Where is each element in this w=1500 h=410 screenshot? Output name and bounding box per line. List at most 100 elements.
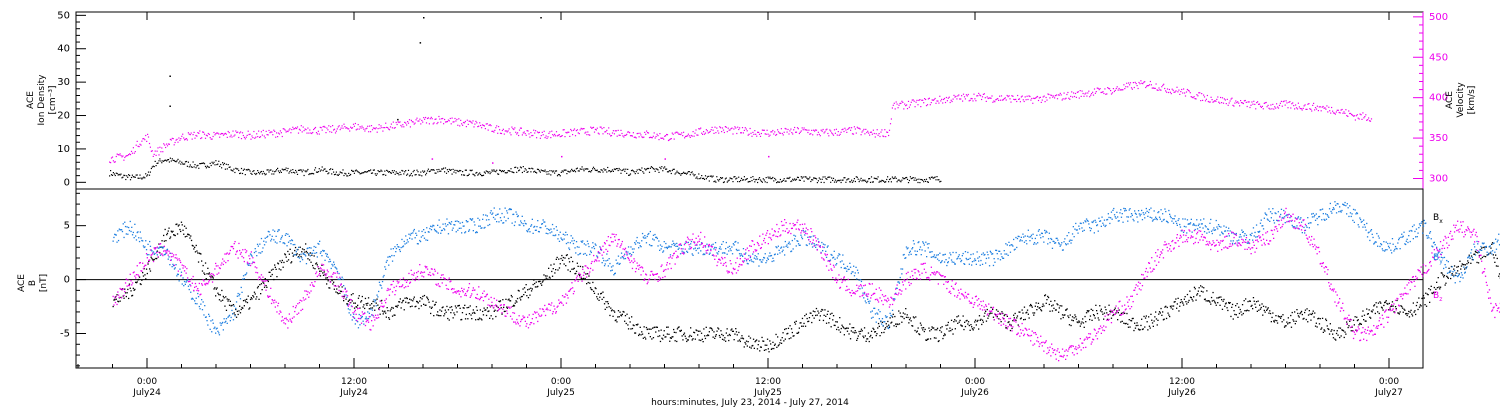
data-point <box>399 171 401 173</box>
data-point <box>908 106 910 108</box>
data-point <box>230 169 232 171</box>
b-data-point <box>1413 311 1415 313</box>
b-data-point <box>250 254 252 256</box>
b-data-point <box>558 267 561 269</box>
data-point <box>319 170 321 172</box>
data-point <box>1341 108 1343 111</box>
data-point <box>112 172 114 174</box>
data-point <box>876 178 878 180</box>
data-point <box>1296 108 1299 110</box>
b-data-point <box>737 340 739 342</box>
b-data-point <box>1253 300 1255 302</box>
data-point <box>581 128 583 130</box>
b-data-point <box>1417 308 1419 311</box>
b-data-point <box>1478 254 1480 257</box>
b-data-point <box>734 333 736 335</box>
b-data-point <box>340 290 342 293</box>
b-data-point <box>333 261 335 263</box>
b-data-point <box>243 278 245 280</box>
data-point <box>128 174 130 176</box>
b-data-point <box>725 340 727 342</box>
b-data-point <box>130 230 132 233</box>
data-point <box>937 100 939 102</box>
b-data-point <box>839 317 841 319</box>
b-data-point <box>319 240 321 242</box>
b-data-point <box>625 250 627 253</box>
data-point <box>1345 109 1347 111</box>
b-data-point <box>273 239 275 241</box>
b-data-point <box>983 315 985 317</box>
b-data-point <box>1005 327 1007 329</box>
data-point <box>861 180 863 182</box>
b-data-point <box>818 319 821 321</box>
data-point <box>590 171 592 173</box>
data-point <box>207 166 209 168</box>
b-data-point <box>779 252 781 254</box>
data-point <box>196 135 198 137</box>
b-data-point <box>654 233 656 236</box>
data-point <box>936 176 938 178</box>
data-point <box>1271 108 1273 110</box>
data-point <box>140 144 142 146</box>
data-point <box>206 135 208 137</box>
data-point <box>1277 106 1279 108</box>
b-data-point <box>303 253 305 255</box>
data-point <box>896 181 898 183</box>
data-point-outlier <box>169 105 171 107</box>
b-data-point <box>393 255 395 257</box>
data-point <box>239 132 241 134</box>
data-point <box>468 120 470 122</box>
data-point <box>393 127 395 129</box>
b-data-point <box>622 256 624 259</box>
b-data-point <box>1165 317 1168 320</box>
b-data-point <box>840 327 842 330</box>
data-point <box>911 177 913 179</box>
b-data-point <box>709 327 711 329</box>
data-point <box>1092 91 1094 93</box>
data-point <box>202 131 204 133</box>
data-point <box>697 134 699 136</box>
data-point <box>1055 94 1058 96</box>
b-data-point <box>1318 323 1321 325</box>
data-point <box>177 141 179 143</box>
b-data-point <box>547 233 549 235</box>
b-data-point <box>793 335 795 337</box>
data-point <box>738 176 740 178</box>
data-point <box>791 180 793 182</box>
data-point <box>625 168 627 170</box>
data-point <box>1329 110 1331 112</box>
data-point <box>338 125 340 127</box>
data-point <box>127 176 129 178</box>
data-point <box>711 126 713 128</box>
data-point <box>618 134 620 136</box>
b-data-point <box>520 296 523 298</box>
data-point <box>544 169 546 171</box>
data-point <box>725 177 727 179</box>
b-data-point <box>1278 316 1280 318</box>
data-point <box>569 135 571 137</box>
b-data-point <box>382 276 384 278</box>
b-data-point <box>289 248 291 250</box>
data-point <box>274 130 276 132</box>
data-point <box>1266 106 1268 108</box>
data-point <box>309 173 311 175</box>
data-point <box>958 94 960 96</box>
data-point <box>547 136 549 138</box>
b-data-point <box>221 289 223 292</box>
b-data-point <box>980 318 982 320</box>
b-data-point <box>453 312 455 314</box>
b-data-point <box>468 313 471 315</box>
data-point <box>1094 92 1096 94</box>
b-data-point <box>740 337 742 339</box>
b-data-point <box>687 339 689 341</box>
data-point <box>236 131 238 134</box>
data-point <box>609 170 611 172</box>
b-data-point <box>631 327 634 330</box>
b-data-point <box>692 254 694 256</box>
data-point <box>1124 88 1126 90</box>
b-data-point <box>693 331 695 333</box>
b-data-point <box>1173 301 1175 303</box>
b-data-point <box>586 240 589 242</box>
b-data-point <box>1113 313 1115 316</box>
b-data-point <box>575 272 577 275</box>
